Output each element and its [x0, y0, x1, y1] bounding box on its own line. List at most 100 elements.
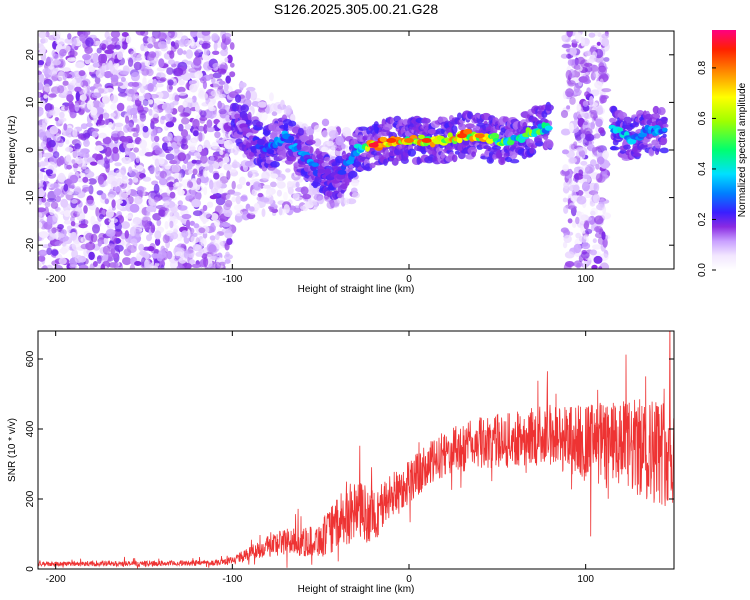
noise-blob	[131, 82, 140, 87]
ridge-halo	[270, 161, 280, 168]
noise-blob	[236, 184, 243, 190]
noise-blob	[136, 252, 142, 261]
noise-blob	[108, 122, 113, 129]
snr-axes: -200 -100 0 100 0 200 400 600	[25, 331, 674, 585]
noise-blob	[63, 183, 69, 192]
noise-blob	[39, 161, 49, 166]
noise-blob	[218, 93, 226, 99]
ridge-halo	[529, 147, 535, 154]
noise-blob	[126, 143, 135, 149]
y-tick-label: 400	[25, 420, 36, 437]
noise-blob	[42, 264, 48, 269]
noise-blob	[576, 147, 584, 152]
noise-blob	[200, 238, 207, 247]
noise-blob	[602, 205, 607, 214]
noise-blob	[110, 94, 119, 104]
noise-blob	[593, 255, 603, 264]
noise-blob	[125, 35, 132, 44]
noise-blob	[562, 241, 568, 249]
noise-blob	[94, 76, 101, 84]
noise-blob	[149, 265, 158, 269]
noise-blob	[121, 156, 132, 165]
noise-blob	[570, 143, 577, 150]
x-tick-label: -100	[222, 274, 242, 285]
y-tick-label: 0	[25, 147, 36, 153]
noise-blob	[249, 90, 258, 101]
noise-blob	[223, 32, 232, 39]
ridge-halo	[623, 144, 631, 150]
noise-blob	[151, 128, 157, 137]
noise-blob	[290, 113, 296, 123]
noise-blob	[156, 253, 163, 262]
noise-blob	[57, 209, 66, 215]
noise-blob	[38, 150, 43, 161]
noise-blob	[334, 149, 343, 156]
noise-blob	[128, 57, 134, 67]
ridge-halo	[632, 152, 642, 157]
noise-blob	[595, 118, 603, 127]
noise-blob	[326, 140, 334, 147]
noise-blob	[91, 100, 101, 109]
noise-blob	[59, 48, 67, 57]
noise-blob	[68, 184, 76, 190]
noise-blob	[63, 123, 68, 131]
noise-blob	[562, 164, 569, 172]
noise-blob	[78, 223, 88, 229]
noise-blob	[72, 163, 79, 169]
noise-blob	[38, 70, 43, 75]
noise-blob	[120, 179, 130, 184]
noise-blob	[114, 244, 124, 252]
colorbar-ticks: 0.0 0.2 0.4 0.6 0.8	[697, 61, 716, 277]
noise-blob	[84, 46, 93, 54]
spectrogram-x-label: Height of straight line (km)	[298, 284, 415, 295]
noise-blob	[335, 135, 345, 146]
ridge-peak	[421, 138, 432, 143]
noise-blob	[82, 31, 91, 36]
noise-blob	[275, 169, 282, 175]
noise-blob	[144, 223, 151, 231]
noise-blob	[104, 49, 114, 54]
noise-blob	[79, 172, 86, 177]
noise-blob	[142, 125, 149, 133]
x-tick-label: -200	[46, 274, 66, 285]
noise-blob	[182, 50, 187, 55]
noise-blob	[590, 207, 598, 216]
y-tick-label: 20	[25, 49, 36, 61]
noise-blob	[194, 70, 203, 79]
ridge-halo	[288, 120, 297, 127]
noise-blob	[193, 223, 200, 229]
noise-blob	[177, 152, 186, 162]
noise-blob	[45, 169, 53, 175]
noise-blob	[191, 159, 197, 164]
noise-blob	[562, 149, 569, 155]
noise-blob	[117, 130, 125, 138]
noise-blob	[70, 210, 78, 218]
noise-blob	[328, 130, 339, 139]
noise-blob	[204, 166, 211, 171]
noise-blob	[74, 80, 83, 88]
noise-blob	[69, 264, 78, 269]
noise-blob	[300, 205, 306, 210]
noise-blob	[88, 251, 95, 261]
noise-blob	[38, 188, 45, 197]
noise-blob	[591, 264, 598, 269]
noise-blob	[42, 152, 53, 158]
noise-blob	[64, 105, 69, 111]
noise-blob	[226, 170, 231, 180]
noise-blob	[231, 180, 236, 190]
noise-blob	[133, 147, 140, 153]
noise-blob	[192, 210, 203, 217]
noise-blob	[214, 233, 220, 241]
noise-blob	[48, 93, 57, 98]
noise-blob	[186, 60, 193, 65]
noise-blob	[67, 225, 73, 230]
noise-blob	[599, 198, 606, 208]
x-tick-label: -200	[46, 574, 66, 585]
noise-blob	[581, 181, 590, 192]
noise-blob	[172, 100, 179, 106]
ridge-halo	[337, 192, 343, 199]
noise-blob	[220, 49, 228, 57]
noise-blob	[126, 245, 137, 253]
noise-blob	[162, 196, 172, 203]
noise-blob	[191, 263, 202, 268]
